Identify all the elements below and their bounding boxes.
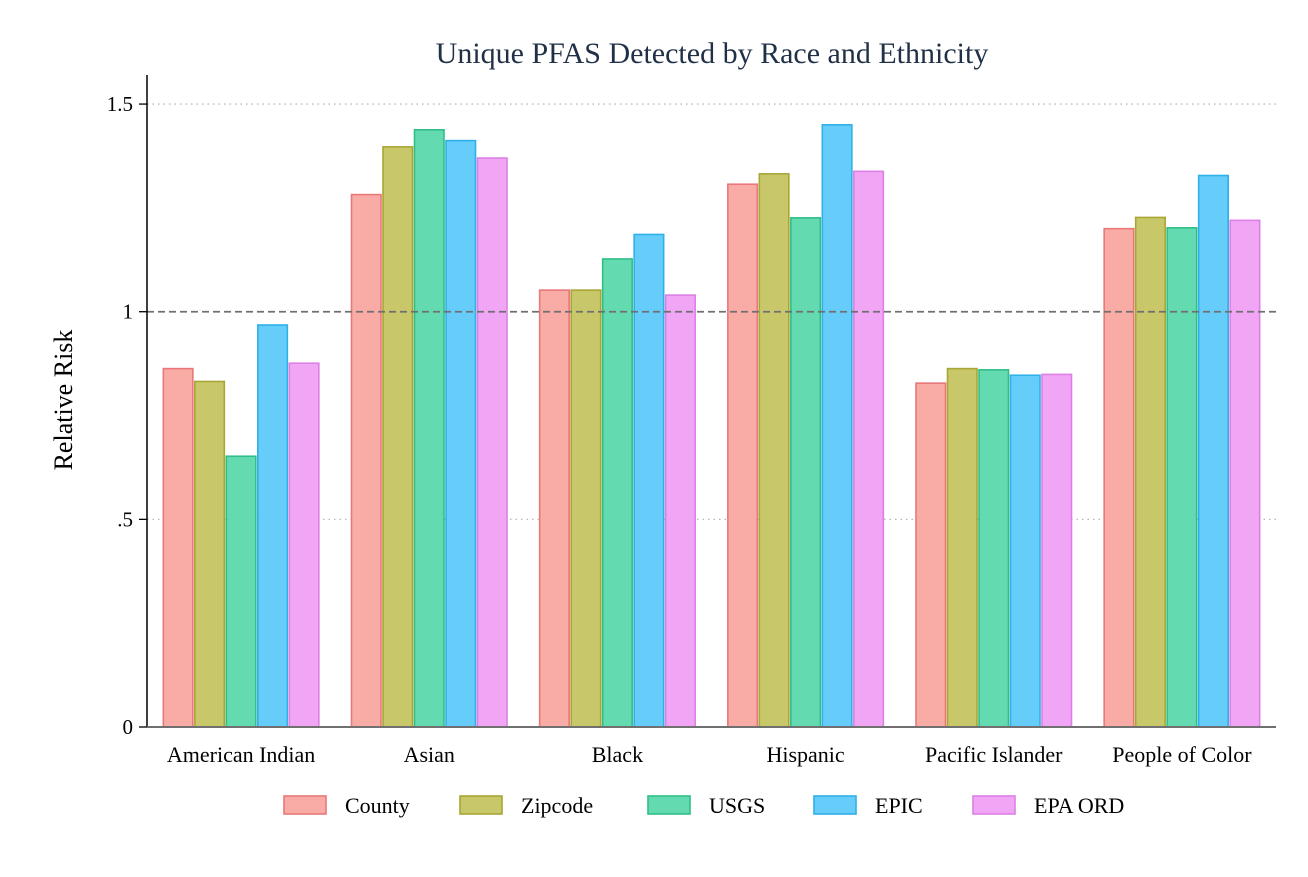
x-tick-label: Black xyxy=(592,742,643,767)
legend-swatch xyxy=(813,795,857,815)
bar-american-indian-county xyxy=(162,367,194,728)
bar-black-epic xyxy=(633,233,665,728)
legend-label: USGS xyxy=(709,793,765,818)
legend-item-usgs: USGS xyxy=(647,793,765,818)
bar-american-indian-zipcode xyxy=(194,380,226,728)
bar-hispanic-epic xyxy=(821,124,853,728)
bar-american-indian-epic xyxy=(257,324,289,728)
legend: County Zipcode USGS EPIC EPA ORD xyxy=(283,793,1124,818)
bar-hispanic-county xyxy=(727,183,759,728)
chart-title: Unique PFAS Detected by Race and Ethnici… xyxy=(436,37,989,70)
bar-black-usgs xyxy=(601,258,633,728)
bar-black-epa-ord xyxy=(664,294,696,728)
bar-hispanic-zipcode xyxy=(758,173,790,728)
legend-swatch xyxy=(459,795,503,815)
bar-people-of-color-zipcode xyxy=(1134,216,1166,728)
legend-item-county: County xyxy=(283,793,410,818)
legend-label: EPA ORD xyxy=(1034,793,1124,818)
bars xyxy=(162,124,1261,728)
legend-label: County xyxy=(345,793,410,818)
bar-asian-epic xyxy=(445,139,477,728)
bar-pacific-islander-epa-ord xyxy=(1041,373,1073,728)
bar-american-indian-usgs xyxy=(225,455,257,728)
x-tick-label: Asian xyxy=(404,742,455,767)
bar-hispanic-epa-ord xyxy=(853,170,885,728)
axes: American Indian Asian Black Hispanic Pacific… xyxy=(107,75,1276,767)
bar-asian-county xyxy=(350,193,382,728)
legend-item-epic: EPIC xyxy=(813,793,923,818)
y-axis-label: Relative Risk xyxy=(49,330,78,471)
bar-asian-zipcode xyxy=(382,146,414,728)
bar-people-of-color-county xyxy=(1103,227,1135,728)
legend-item-zipcode: Zipcode xyxy=(459,793,593,818)
bar-pacific-islander-zipcode xyxy=(946,367,978,728)
bar-people-of-color-usgs xyxy=(1166,227,1198,728)
bar-black-county xyxy=(538,289,570,728)
legend-swatch xyxy=(972,795,1016,815)
bar-pacific-islander-epic xyxy=(1009,374,1041,728)
x-tick-label: American Indian xyxy=(167,742,315,767)
bar-pacific-islander-county xyxy=(915,382,947,728)
bar-asian-epa-ord xyxy=(476,157,508,728)
bar-people-of-color-epa-ord xyxy=(1229,219,1261,728)
x-tick-label: People of Color xyxy=(1112,742,1252,767)
x-tick-label: Hispanic xyxy=(766,742,844,767)
bar-pacific-islander-usgs xyxy=(978,369,1010,728)
bar-people-of-color-epic xyxy=(1197,174,1229,728)
bar-american-indian-epa-ord xyxy=(288,362,320,728)
y-tick-label: 1 xyxy=(123,300,134,324)
legend-swatch xyxy=(283,795,327,815)
x-tick-label: Pacific Islander xyxy=(925,742,1063,767)
legend-label: EPIC xyxy=(875,793,923,818)
legend-swatch xyxy=(647,795,691,815)
bar-asian-usgs xyxy=(413,129,445,728)
y-tick-label: 0 xyxy=(123,715,134,739)
bar-black-zipcode xyxy=(570,289,602,728)
gridlines xyxy=(147,103,1276,521)
y-tick-label: .5 xyxy=(117,507,133,531)
legend-item-epa-ord: EPA ORD xyxy=(972,793,1124,818)
y-tick-label: 1.5 xyxy=(107,92,133,116)
legend-label: Zipcode xyxy=(521,793,593,818)
bar-hispanic-usgs xyxy=(790,217,822,728)
